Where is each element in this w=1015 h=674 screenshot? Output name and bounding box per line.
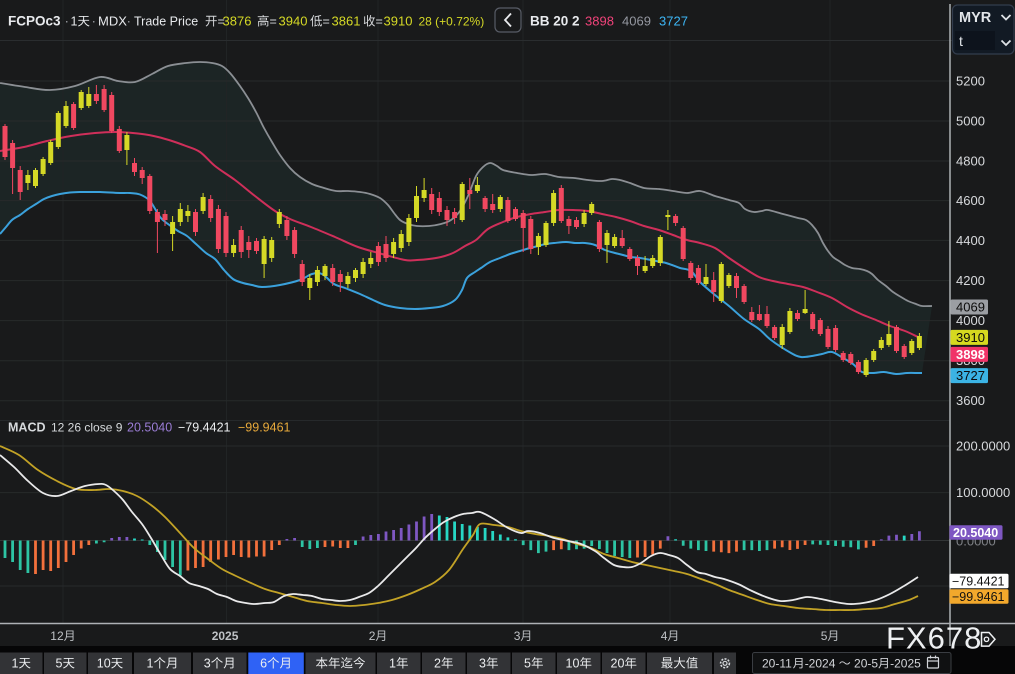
svg-text:3600: 3600 xyxy=(956,393,985,408)
svg-text:=: = xyxy=(323,15,330,29)
svg-text:1: 1 xyxy=(71,15,78,29)
svg-text:4200: 4200 xyxy=(956,273,985,288)
svg-text:·: · xyxy=(92,14,97,29)
svg-text:4800: 4800 xyxy=(956,154,985,169)
svg-text:FX678: FX678 xyxy=(886,621,982,656)
svg-text:t: t xyxy=(959,33,963,49)
svg-text:·: · xyxy=(127,14,132,29)
svg-text:1: 1 xyxy=(147,657,154,671)
svg-text:1: 1 xyxy=(389,657,396,671)
svg-text:200.0000: 200.0000 xyxy=(956,439,1010,454)
svg-text:20.5040: 20.5040 xyxy=(127,421,172,435)
svg-text:MDX: MDX xyxy=(98,14,127,29)
svg-text:4600: 4600 xyxy=(956,193,985,208)
svg-text:20.5040: 20.5040 xyxy=(953,526,998,540)
svg-text:4069: 4069 xyxy=(622,14,651,29)
svg-text:5: 5 xyxy=(524,657,531,671)
svg-text:5: 5 xyxy=(821,629,828,643)
svg-text:·: · xyxy=(65,14,70,29)
svg-text:3: 3 xyxy=(514,629,521,643)
svg-text:3876: 3876 xyxy=(223,14,252,29)
svg-text:−99.9461: −99.9461 xyxy=(952,590,1005,604)
svg-text:20-11: 20-11 xyxy=(762,657,792,671)
svg-text:10: 10 xyxy=(97,657,111,671)
svg-text:3727: 3727 xyxy=(659,14,688,29)
svg-text:-2025: -2025 xyxy=(890,657,921,671)
svg-text:FCPOc3: FCPOc3 xyxy=(8,14,61,29)
svg-text:3727: 3727 xyxy=(956,368,985,383)
svg-text:20-5: 20-5 xyxy=(851,657,879,671)
svg-text:BB 20 2: BB 20 2 xyxy=(530,14,580,29)
svg-text:3: 3 xyxy=(204,657,211,671)
svg-text:2025: 2025 xyxy=(212,629,239,643)
svg-text:=: = xyxy=(270,15,277,29)
svg-text:3898: 3898 xyxy=(956,347,985,362)
svg-text:12 26 close 9: 12 26 close 9 xyxy=(51,421,123,435)
svg-text:MACD: MACD xyxy=(8,421,46,435)
svg-text:4: 4 xyxy=(661,629,668,643)
svg-text:−79.4421: −79.4421 xyxy=(952,574,1005,588)
svg-text:=: = xyxy=(376,15,383,29)
svg-text:MYR: MYR xyxy=(959,10,992,26)
svg-text:20: 20 xyxy=(611,657,625,671)
svg-text:4400: 4400 xyxy=(956,233,985,248)
svg-text:3940: 3940 xyxy=(279,14,308,29)
svg-text:1: 1 xyxy=(12,657,19,671)
svg-text:=: = xyxy=(218,15,225,29)
svg-text:5200: 5200 xyxy=(956,74,985,89)
svg-text:100.0000: 100.0000 xyxy=(956,485,1010,500)
svg-text:12: 12 xyxy=(50,629,64,643)
svg-text:6: 6 xyxy=(260,657,267,671)
svg-text:3910: 3910 xyxy=(384,14,413,29)
svg-text:-2024: -2024 xyxy=(805,657,839,671)
svg-text:Trade Price: Trade Price xyxy=(134,15,198,29)
svg-text:3898: 3898 xyxy=(585,14,614,29)
svg-text:2: 2 xyxy=(369,629,376,643)
svg-text:2: 2 xyxy=(434,657,441,671)
svg-text:5: 5 xyxy=(56,657,63,671)
svg-text:10: 10 xyxy=(566,657,580,671)
svg-text:4069: 4069 xyxy=(956,300,985,315)
svg-text:−99.9461: −99.9461 xyxy=(238,421,291,435)
svg-text:3861: 3861 xyxy=(332,14,361,29)
svg-text:3: 3 xyxy=(479,657,486,671)
svg-text:5000: 5000 xyxy=(956,114,985,129)
svg-text:3910: 3910 xyxy=(956,330,985,345)
svg-text:−79.4421: −79.4421 xyxy=(178,421,231,435)
svg-text:4000: 4000 xyxy=(956,313,985,328)
svg-text:28 (+0.72%): 28 (+0.72%) xyxy=(419,15,485,29)
